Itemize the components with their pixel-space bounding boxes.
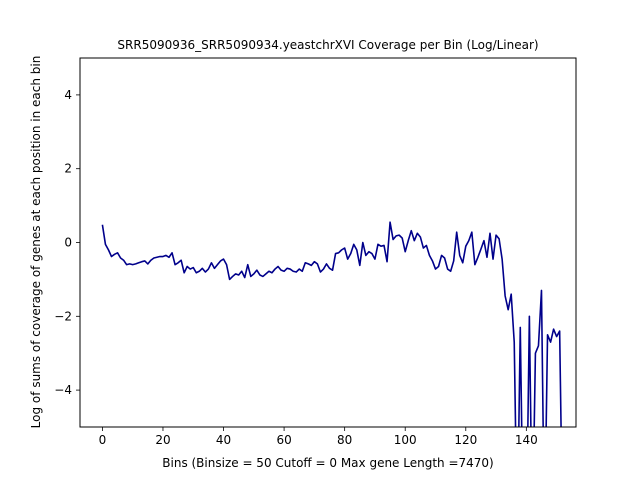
x-tick-label: 140 [515, 433, 538, 447]
y-axis: −4 −2 0 2 4 [54, 88, 80, 397]
x-axis-label: Bins (Binsize = 50 Cutoff = 0 Max gene L… [162, 456, 493, 470]
x-tick-label: 100 [394, 433, 417, 447]
y-tick-label: 2 [64, 162, 72, 176]
y-tick-label: −2 [54, 309, 72, 323]
y-tick-label: 4 [64, 88, 72, 102]
y-tick-label: −4 [54, 383, 72, 397]
x-axis: 0 20 40 60 80 100 120 140 [99, 427, 538, 447]
chart-title: SRR5090936_SRR5090934.yeastchrXVI Covera… [117, 38, 538, 52]
x-tick-label: 80 [337, 433, 352, 447]
plot-area [101, 221, 562, 427]
x-tick-label: 120 [454, 433, 477, 447]
y-tick-label: 0 [64, 236, 72, 250]
series-line [101, 221, 562, 427]
x-tick-label: 40 [216, 433, 231, 447]
x-tick-label: 60 [276, 433, 291, 447]
x-tick-label: 20 [155, 433, 170, 447]
x-tick-label: 0 [99, 433, 107, 447]
y-axis-label: Log of sums of coverage of genes at each… [29, 56, 43, 429]
